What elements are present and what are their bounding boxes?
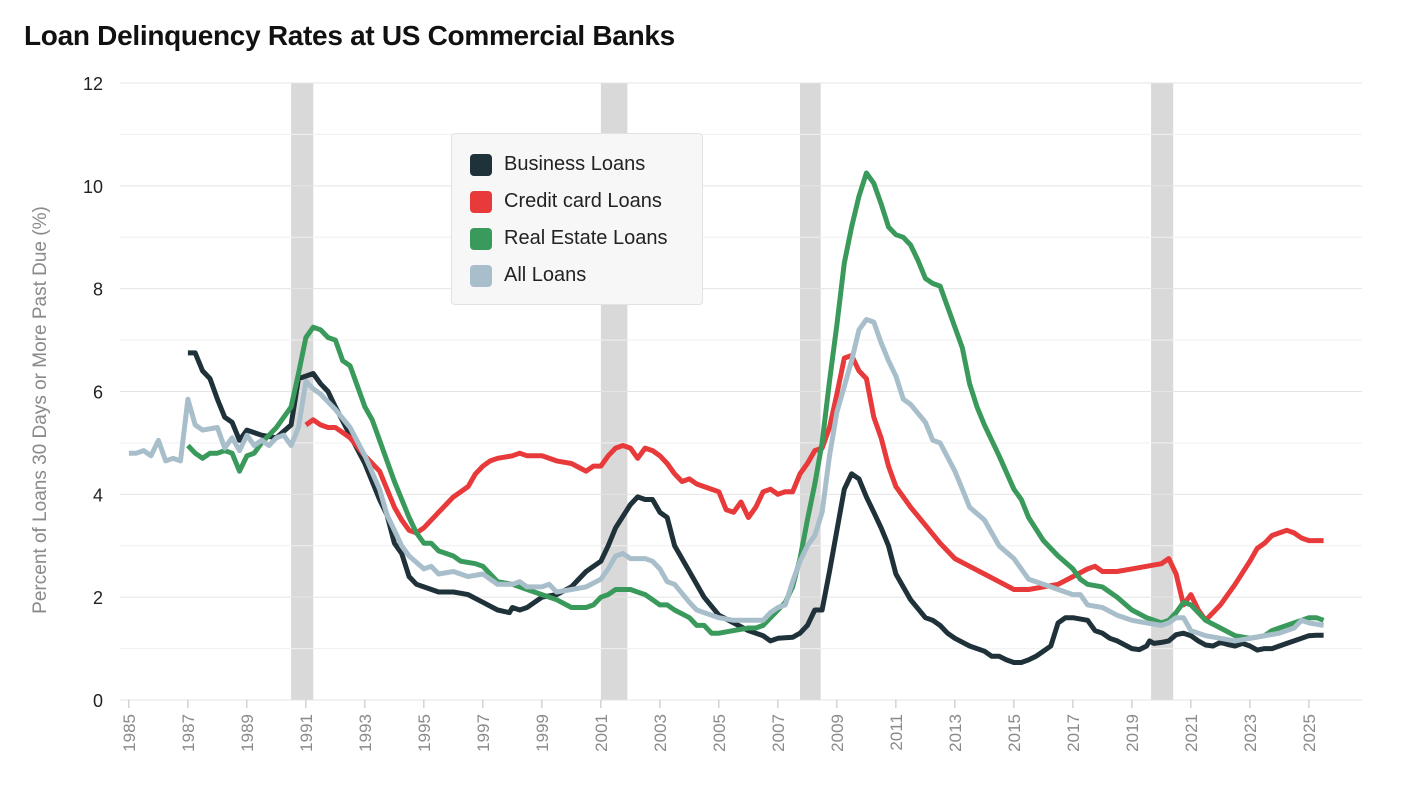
legend-swatch-real-estate-loans (470, 227, 492, 250)
x-tick-label: 2021 (1182, 714, 1201, 752)
series-lines (128, 170, 1325, 665)
series-line-credit-card-loans (304, 353, 1324, 623)
legend-item-credit-card-loans[interactable]: Credit card Loans (452, 183, 702, 220)
x-tick-label: 2007 (769, 714, 788, 752)
x-tick-label: 2005 (710, 714, 729, 752)
x-tick-label: 2003 (651, 714, 670, 752)
x-tick-label: 1997 (474, 714, 493, 752)
x-tick-label: 1991 (297, 714, 316, 752)
series-line-all-loans (128, 317, 1325, 644)
x-tick-label: 1989 (238, 714, 257, 752)
x-tick-label: 2017 (1064, 714, 1083, 752)
x-tick-label: 1999 (533, 714, 552, 752)
legend-swatch-business-loans (470, 153, 492, 176)
legend-label: Credit card Loans (504, 190, 662, 212)
y-tick-label: 8 (93, 280, 103, 300)
y-tick-label: 12 (83, 74, 103, 94)
y-tick-label: 10 (83, 177, 103, 197)
legend-item-all-loans[interactable]: All Loans (452, 257, 702, 294)
x-tick-label: 2001 (592, 714, 611, 752)
x-tick-label: 2019 (1123, 714, 1142, 752)
legend-item-real-estate-loans[interactable]: Real Estate Loans (452, 220, 702, 257)
x-tick-label: 1995 (415, 714, 434, 752)
x-tick-label: 2009 (828, 714, 847, 752)
x-tick-label: 1985 (120, 714, 139, 752)
legend-swatch-all-loans (470, 264, 492, 287)
x-tick-label: 2015 (1005, 714, 1024, 752)
y-tick-label: 2 (93, 588, 103, 608)
y-axis-label: Percent of Loans 30 Days or More Past Du… (30, 206, 51, 614)
x-tick-label: 2013 (946, 714, 965, 752)
x-tick-label: 2023 (1241, 714, 1260, 752)
y-tick-label: 0 (93, 691, 103, 711)
legend-label: Business Loans (504, 153, 646, 175)
gridlines (120, 82, 1362, 701)
x-tick-label: 2025 (1300, 714, 1319, 752)
legend-item-business-loans[interactable]: Business Loans (452, 146, 702, 183)
legend: Business Loans Credit card Loans Real Es… (451, 133, 703, 305)
series-line-real-estate-loans (186, 170, 1325, 641)
y-tick-label: 4 (93, 485, 103, 505)
y-tick-label: 6 (93, 383, 103, 403)
axes: 0 2 4 6 8 10 12 1985 1987 1989 1991 1993 1995 1997 199… (83, 74, 1319, 752)
x-tick-label: 1993 (356, 714, 375, 752)
legend-label: Real Estate Loans (504, 227, 668, 249)
chart-title: Loan Delinquency Rates at US Commercial … (24, 20, 675, 51)
legend-label: All Loans (504, 264, 587, 286)
x-tick-label: 2011 (887, 714, 906, 751)
legend-swatch-credit-card-loans (470, 190, 492, 213)
x-tick-label: 1987 (179, 714, 198, 752)
